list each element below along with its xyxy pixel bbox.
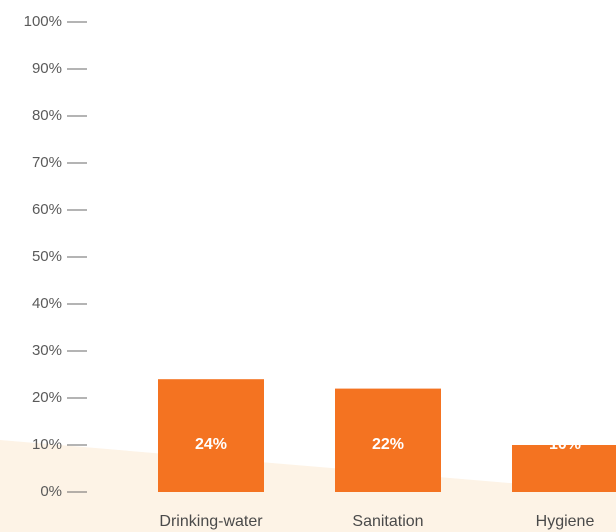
y-tick-label: 90% <box>32 60 62 77</box>
bar <box>512 445 616 492</box>
y-tick-label: 10% <box>32 436 62 453</box>
category-label: Drinking-water <box>159 513 263 530</box>
bars: 24% 22% 10% <box>158 379 616 492</box>
data-label: 24% <box>195 436 227 453</box>
y-tick-label: 60% <box>32 201 62 218</box>
y-axis: 0% 10% 20% 30% 40% 50% 60% 70% 80% 90% 100% <box>24 13 87 500</box>
y-tick-label: 0% <box>40 483 62 500</box>
y-tick-label: 100% <box>24 13 62 30</box>
data-label: 22% <box>372 436 404 453</box>
x-axis: Drinking-water Sanitation Hygiene <box>159 513 594 530</box>
y-tick-label: 30% <box>32 342 62 359</box>
category-label: Sanitation <box>352 513 423 530</box>
category-label: Hygiene <box>536 513 595 530</box>
y-tick-label: 50% <box>32 248 62 265</box>
background-band <box>0 440 616 532</box>
bar <box>158 379 264 492</box>
y-tick-label: 20% <box>32 389 62 406</box>
y-tick-label: 70% <box>32 154 62 171</box>
y-tick-label: 40% <box>32 295 62 312</box>
bar <box>335 388 441 492</box>
y-tick-label: 80% <box>32 107 62 124</box>
data-label: 10% <box>549 436 581 453</box>
